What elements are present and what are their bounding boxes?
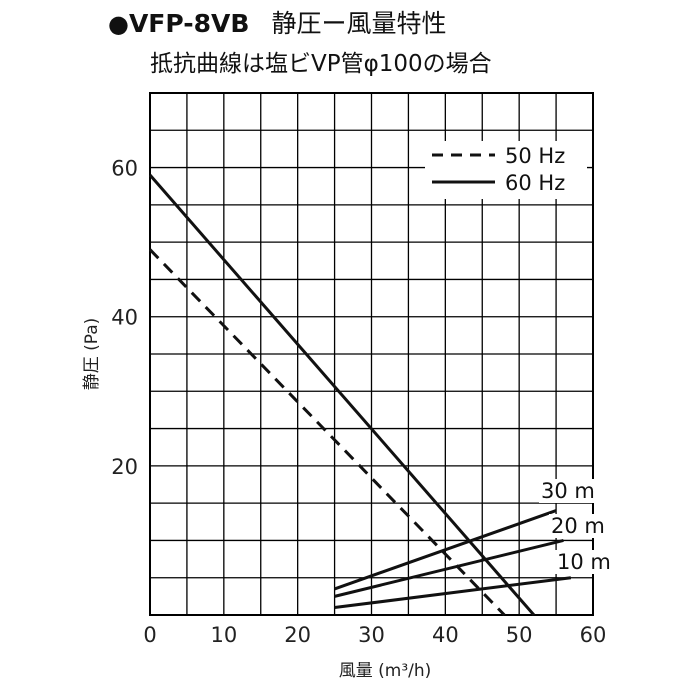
y-tick-label: 40 — [111, 306, 138, 330]
resistance-label-20m: 20 m — [551, 514, 605, 538]
x-tick-label: 50 — [506, 623, 533, 647]
x-tick-label: 0 — [143, 623, 156, 647]
x-axis-label: 風量 (m³/h) — [339, 661, 432, 681]
x-tick-label: 10 — [210, 623, 237, 647]
resistance-label-10m: 10 m — [557, 550, 611, 574]
resistance-curve — [334, 509, 557, 591]
bullet-icon: ● — [108, 10, 129, 38]
legend-label-60hz: 60 Hz — [505, 171, 565, 195]
y-axis-label: 静圧 (Pa) — [82, 318, 102, 391]
chart-note: 抵抗曲線は塩ビVP管φ100の場合 — [150, 51, 492, 77]
resistance-label-30m: 30 m — [541, 479, 595, 503]
series-line-60hz — [148, 174, 536, 616]
legend-label-50hz: 50 Hz — [505, 144, 565, 168]
chart-title: ●VFP-8VB 静圧ー風量特性 — [108, 4, 446, 40]
rlabel-bg-10 — [555, 550, 623, 574]
resistance-curve — [334, 538, 564, 598]
x-tick-label: 60 — [580, 623, 607, 647]
x-tick-label: 30 — [358, 623, 385, 647]
x-tick-label: 40 — [432, 623, 459, 647]
resistance-curve — [334, 576, 572, 610]
tick-labels: 0 10 20 30 40 50 60 20 40 60 — [111, 157, 606, 647]
series-line-50hz — [148, 248, 506, 617]
y-tick-label: 60 — [111, 157, 138, 181]
resistance-labels: 30 m 20 m 10 m — [539, 479, 623, 574]
x-tick-label: 20 — [284, 623, 311, 647]
chart-subtitle: 静圧ー風量特性 — [271, 9, 447, 38]
rlabel-bg-20 — [549, 514, 619, 538]
y-tick-label: 20 — [111, 455, 138, 479]
legend-box — [425, 141, 587, 199]
model-name: VFP-8VB — [128, 9, 250, 38]
rlabel-bg-30 — [539, 479, 607, 503]
curves-group — [148, 174, 572, 617]
legend: 50 Hz 60 Hz — [425, 141, 587, 199]
